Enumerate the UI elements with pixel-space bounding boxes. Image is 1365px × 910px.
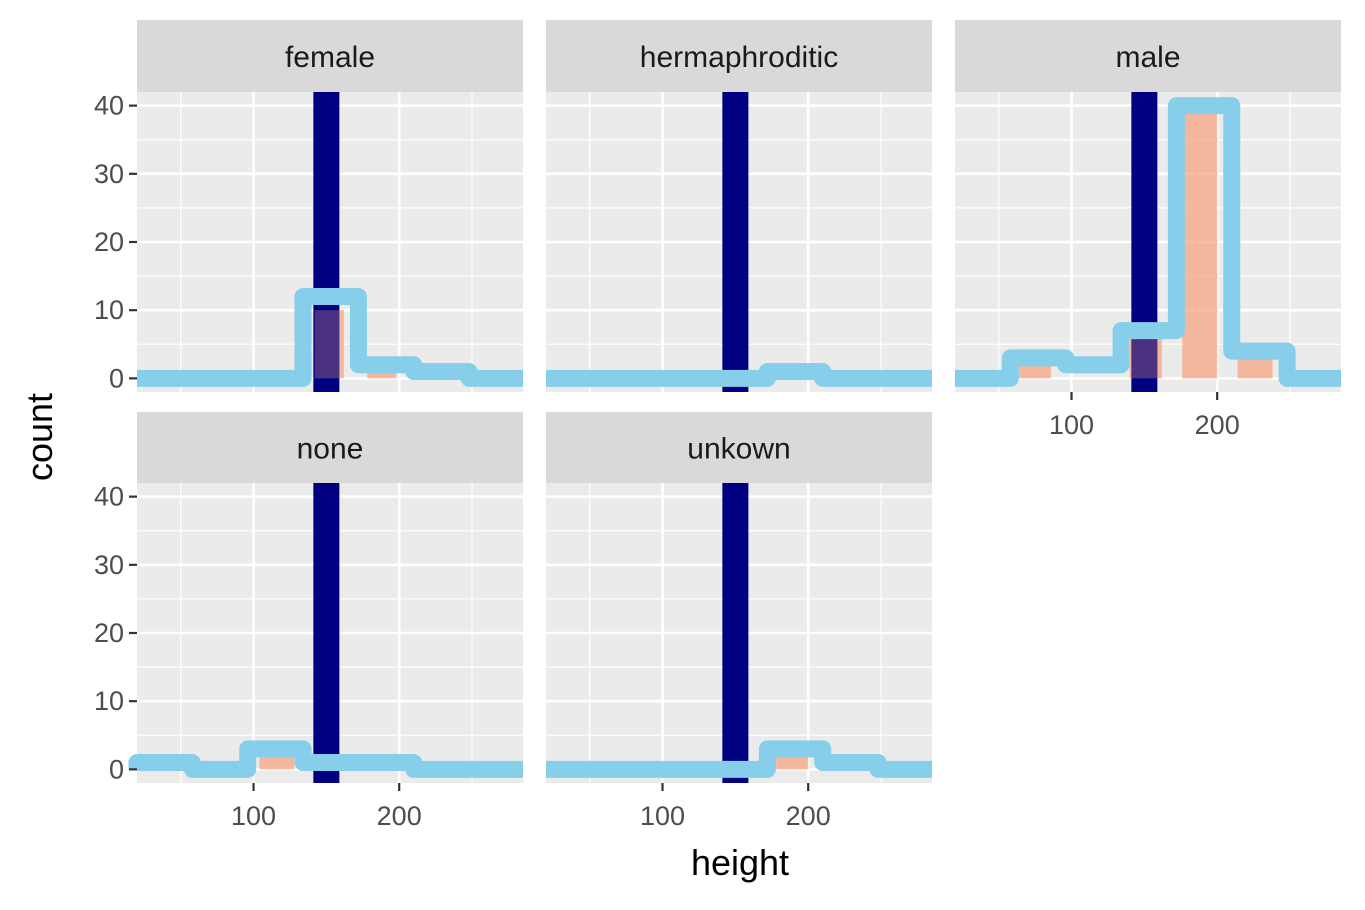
- y-axis-title: count: [19, 393, 60, 481]
- histogram-fill-overlap: [1131, 334, 1158, 379]
- x-tick-label: 100: [640, 801, 685, 831]
- facet-strip-label: hermaphroditic: [640, 41, 838, 74]
- facet-strip-label: female: [285, 41, 375, 74]
- facet-strip: [546, 20, 932, 92]
- histogram-fill-bar: [259, 755, 295, 770]
- y-tick-label: 40: [94, 91, 124, 121]
- histogram-fill-bar: [1182, 112, 1218, 379]
- histogram-fill-bar: [776, 755, 809, 770]
- x-tick-label: 100: [1049, 410, 1094, 440]
- facet-strip-label: none: [297, 433, 364, 466]
- facet-panel-unkown: unkown 100 200: [546, 412, 932, 831]
- facet-panel-none: none 0 10 20 30 40 100 200: [94, 412, 523, 831]
- vertical-reference-line: [722, 483, 749, 783]
- x-tick-label: 200: [1195, 410, 1240, 440]
- y-tick-label: 30: [94, 550, 124, 580]
- y-tick-label: 40: [94, 482, 124, 512]
- facet-panel-hermaphroditic: hermaphroditic: [546, 20, 932, 392]
- histogram-outline: [546, 363, 932, 387]
- y-tick-label: 10: [94, 295, 124, 325]
- histogram-outline: [546, 740, 932, 778]
- x-tick-label: 200: [786, 801, 831, 831]
- facet-strip: [137, 412, 523, 483]
- y-tick-label: 0: [109, 754, 124, 784]
- vertical-reference-line: [722, 92, 749, 392]
- facet-strip: [955, 20, 1341, 92]
- vertical-reference-line: [313, 92, 340, 392]
- x-axis-title: height: [691, 842, 789, 883]
- facet-panel-female: female 0 10 20 30 40: [94, 20, 523, 393]
- facet-strip: [137, 20, 523, 92]
- x-tick-label: 200: [377, 801, 422, 831]
- y-tick-label: 10: [94, 686, 124, 716]
- histogram-fill-bar: [367, 371, 397, 379]
- y-tick-label: 20: [94, 227, 124, 257]
- facet-strip-label: male: [1115, 41, 1180, 74]
- histogram-fill-overlap: [314, 310, 340, 379]
- histogram-outline: [137, 288, 523, 387]
- histogram-outline: [955, 97, 1341, 387]
- facet-strip: [546, 412, 932, 483]
- y-tick-label: 30: [94, 159, 124, 189]
- vertical-reference-line: [1131, 92, 1158, 392]
- facet-panel-male: male 100 200: [955, 20, 1341, 440]
- y-tick-label: 20: [94, 618, 124, 648]
- facet-strip-label: unkown: [687, 433, 790, 466]
- x-tick-label: 100: [231, 801, 276, 831]
- vertical-reference-line: [313, 483, 340, 783]
- histogram-fill-bar: [1237, 354, 1273, 379]
- y-tick-label: 0: [109, 363, 124, 393]
- histogram-outline: [128, 740, 523, 778]
